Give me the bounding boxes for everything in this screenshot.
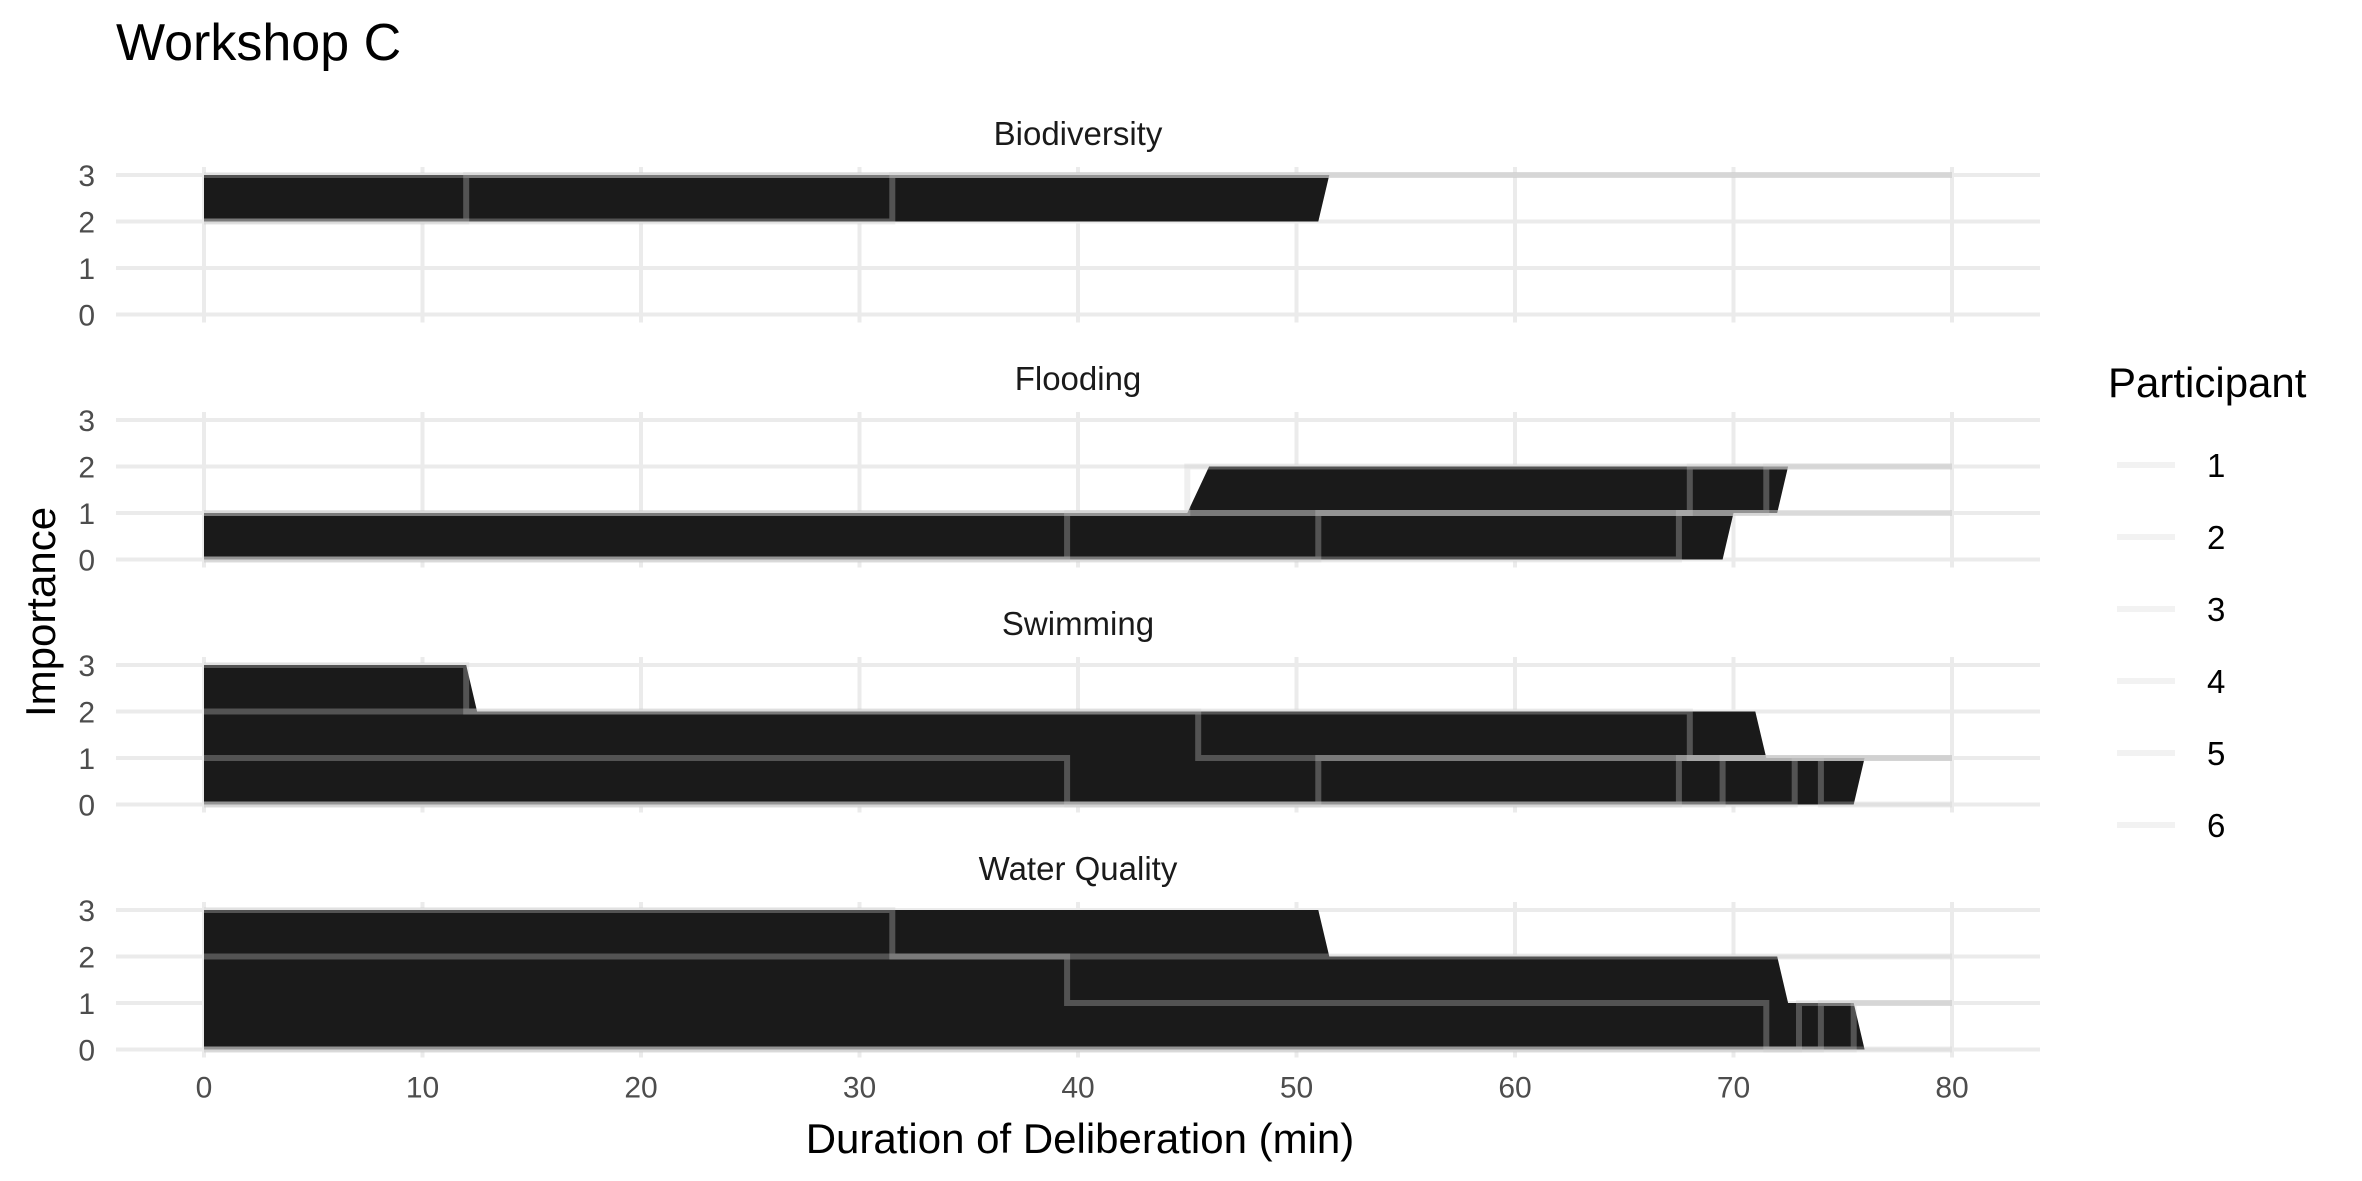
area-flooding xyxy=(204,466,1789,560)
step-line-water-quality-1 xyxy=(204,907,1952,960)
y-tick-label: 1 xyxy=(78,988,95,1021)
step-line-flooding-2 xyxy=(204,463,1952,516)
x-tick-label: 30 xyxy=(843,1072,876,1105)
x-tick-label: 60 xyxy=(1498,1072,1531,1105)
y-tick-label: 2 xyxy=(78,207,95,240)
y-tick-label: 3 xyxy=(78,650,95,683)
area-swimming xyxy=(204,665,1865,805)
y-tick-label: 0 xyxy=(78,545,95,578)
y-tick-label: 0 xyxy=(78,1035,95,1068)
strip-label-swimming: Swimming xyxy=(1002,605,1154,642)
step-line-water-quality-5 xyxy=(204,1000,1952,1053)
y-tick-label: 0 xyxy=(78,790,95,823)
step-line-swimming-5 xyxy=(204,755,1952,808)
panel-flooding: Flooding 0 1 2 3 xyxy=(78,360,2040,578)
step-line-flooding-5 xyxy=(204,510,1952,563)
y-tick-label: 2 xyxy=(78,697,95,730)
panel-swimming: Swimming 0 1 2 3 xyxy=(78,605,2040,823)
step-line-swimming-4 xyxy=(204,755,1952,808)
y-tick-label: 1 xyxy=(78,498,95,531)
y-axis-title: Importance xyxy=(17,507,64,717)
step-line-flooding-1 xyxy=(204,463,1952,516)
x-axis-title: Duration of Deliberation (min) xyxy=(806,1115,1355,1162)
x-tick-label: 40 xyxy=(1061,1072,1094,1105)
y-tick-label: 2 xyxy=(78,452,95,485)
strip-label-flooding: Flooding xyxy=(1015,360,1142,397)
area-biodiversity xyxy=(204,175,1330,222)
step-line-swimming-2 xyxy=(204,708,1952,761)
legend-label-1: 1 xyxy=(2207,447,2225,484)
step-line-water-quality-2 xyxy=(204,953,1952,1053)
y-tick-label: 1 xyxy=(78,743,95,776)
y-tick-label: 0 xyxy=(78,300,95,333)
step-line-swimming-1 xyxy=(204,662,1952,761)
legend-title: Participant xyxy=(2108,359,2307,406)
x-tick-label: 70 xyxy=(1717,1072,1750,1105)
step-line-water-quality-3 xyxy=(204,1000,1952,1053)
chart-title: Workshop C xyxy=(116,14,401,72)
area-water-quality xyxy=(204,910,1865,1050)
step-line-biodiversity-2 xyxy=(204,172,1952,225)
y-tick-label: 3 xyxy=(78,405,95,438)
x-tick-label: 0 xyxy=(196,1072,213,1105)
step-line-flooding-3 xyxy=(204,463,1952,563)
legend-label-6: 6 xyxy=(2207,807,2225,844)
legend-label-2: 2 xyxy=(2207,519,2225,556)
step-line-flooding-4 xyxy=(204,510,1952,563)
y-tick-label: 3 xyxy=(78,895,95,928)
x-tick-label: 20 xyxy=(624,1072,657,1105)
legend-label-4: 4 xyxy=(2207,663,2225,700)
x-tick-label: 80 xyxy=(1935,1072,1968,1105)
panel-water-quality: Water Quality 0 1 2 3 xyxy=(78,850,2040,1068)
step-line-swimming-6 xyxy=(204,755,1952,808)
y-tick-label: 1 xyxy=(78,253,95,286)
y-tick-label: 2 xyxy=(78,942,95,975)
step-line-biodiversity-3 xyxy=(204,172,1952,225)
x-tick-label: 10 xyxy=(406,1072,439,1105)
x-tick-label: 50 xyxy=(1280,1072,1313,1105)
legend-label-3: 3 xyxy=(2207,591,2225,628)
y-tick-label: 3 xyxy=(78,160,95,193)
strip-label-water-quality: Water Quality xyxy=(979,850,1178,887)
legend: Participant 1 2 3 4 5 6 xyxy=(2108,359,2307,844)
legend-label-5: 5 xyxy=(2207,735,2225,772)
panel-biodiversity: Biodiversity 0 1 2 3 xyxy=(78,115,2040,333)
step-line-water-quality-4 xyxy=(204,1000,1952,1053)
strip-label-biodiversity: Biodiversity xyxy=(994,115,1163,152)
facet-panels: Biodiversity 0 1 2 3 Flooding 0 1 2 3 Swimming 0 1 2 3… xyxy=(78,115,2040,1105)
step-line-swimming-3 xyxy=(204,755,1952,808)
